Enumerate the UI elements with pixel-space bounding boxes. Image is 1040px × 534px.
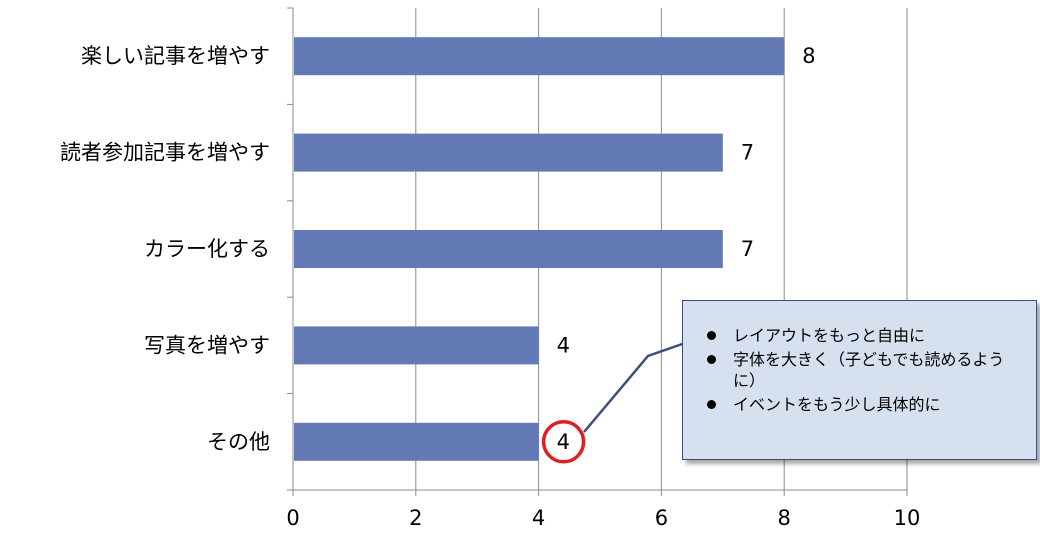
bar: [294, 230, 723, 268]
x-tick-label: 8: [778, 506, 791, 530]
data-label: 8: [802, 44, 815, 68]
callout-item: レイアウトをもっと自由に: [705, 325, 1022, 346]
callout-item: イベントをもう少し具体的に: [705, 394, 1022, 415]
x-tick-label: 0: [286, 506, 299, 530]
category-label: 楽しい記事を増やす: [81, 44, 270, 68]
bar: [294, 133, 723, 172]
x-tick-labels: 0 2 4 6 8 10: [286, 506, 920, 530]
bar: [294, 422, 539, 461]
data-labels: 8 7 7 4 4: [557, 44, 816, 454]
callout-list: レイアウトをもっと自由に 字体を大きく（子どもでも読めるように） イベントをもう…: [683, 301, 1036, 415]
callout-box: レイアウトをもっと自由に 字体を大きく（子どもでも読めるように） イベントをもう…: [682, 300, 1037, 460]
category-label: その他: [207, 430, 270, 454]
axes: [287, 7, 908, 496]
x-tick-label: 10: [894, 506, 921, 530]
bar: [294, 37, 785, 76]
category-label: 写真を増やす: [144, 333, 270, 357]
category-label: カラー化する: [144, 237, 270, 261]
data-label: 7: [741, 141, 754, 165]
highlight-circle: [541, 420, 586, 464]
data-label: 4: [557, 430, 570, 454]
bar: [294, 326, 539, 365]
x-tick-label: 4: [532, 506, 545, 530]
bars: [294, 37, 785, 461]
x-tick-label: 2: [409, 506, 422, 530]
category-label: 読者参加記事を増やす: [60, 141, 270, 165]
callout-pointer: [583, 340, 689, 433]
data-label: 4: [557, 333, 570, 357]
data-label: 7: [741, 237, 754, 261]
x-tick-label: 6: [655, 506, 668, 530]
callout-item: 字体を大きく（子どもでも読めるように）: [705, 349, 1022, 391]
